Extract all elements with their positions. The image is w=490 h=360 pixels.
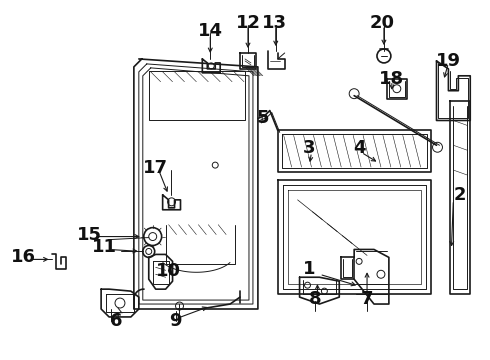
Text: 18: 18 bbox=[379, 70, 404, 88]
Text: 4: 4 bbox=[353, 139, 366, 157]
Text: 19: 19 bbox=[436, 52, 461, 70]
Text: 8: 8 bbox=[309, 290, 322, 308]
Text: 2: 2 bbox=[454, 186, 466, 204]
Text: 13: 13 bbox=[262, 14, 287, 32]
Text: 12: 12 bbox=[236, 14, 261, 32]
Text: 1: 1 bbox=[303, 260, 316, 278]
Text: 3: 3 bbox=[303, 139, 316, 157]
Text: 11: 11 bbox=[92, 238, 117, 256]
Text: 6: 6 bbox=[110, 312, 122, 330]
Text: 15: 15 bbox=[77, 226, 102, 244]
Text: 17: 17 bbox=[143, 159, 168, 177]
Text: 14: 14 bbox=[198, 22, 223, 40]
Text: 5: 5 bbox=[257, 109, 269, 127]
Text: 7: 7 bbox=[361, 290, 373, 308]
Text: 16: 16 bbox=[11, 248, 36, 266]
Text: 20: 20 bbox=[369, 14, 394, 32]
Text: 10: 10 bbox=[156, 262, 181, 280]
Text: 9: 9 bbox=[169, 312, 182, 330]
